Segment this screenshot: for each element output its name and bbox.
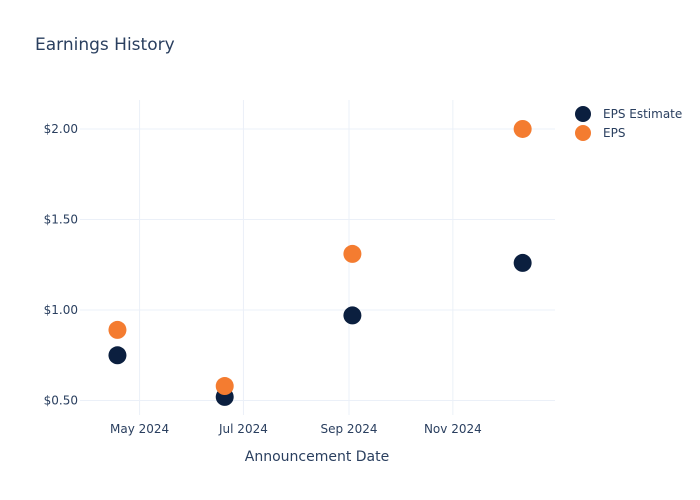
chart-title: Earnings History (35, 35, 175, 55)
legend-label: EPS Estimate (603, 107, 682, 121)
y-tick-label: $1.00 (44, 303, 78, 317)
legend-marker (575, 125, 591, 141)
legend-item-eps[interactable]: EPS (575, 125, 625, 141)
eps-point[interactable] (215, 377, 234, 396)
y-tick-label: $1.50 (44, 212, 78, 226)
y-tick-label: $0.50 (44, 394, 78, 408)
y-gridlines (80, 128, 555, 402)
legend[interactable]: EPS Estimate EPS (575, 106, 682, 141)
data-points (108, 119, 532, 406)
x-axis-title: Announcement Date (245, 449, 389, 465)
eps-estimate-point[interactable] (513, 253, 532, 272)
eps-point[interactable] (513, 119, 532, 138)
x-axis-ticks: May 2024 Jul 2024 Sep 2024 Nov 2024 (110, 422, 482, 436)
x-tick-label: Sep 2024 (321, 422, 378, 436)
x-tick-label: Jul 2024 (218, 422, 268, 436)
eps-point[interactable] (108, 320, 127, 339)
x-tick-label: Nov 2024 (424, 422, 482, 436)
legend-label: EPS (603, 126, 625, 140)
x-tick-label: May 2024 (110, 422, 169, 436)
eps-estimate-point[interactable] (343, 306, 362, 325)
plot-area (80, 100, 555, 415)
eps-point[interactable] (343, 244, 362, 263)
y-axis-ticks: $0.50 $1.00 $1.50 $2.00 (44, 122, 78, 408)
legend-marker (575, 106, 591, 122)
eps-estimate-point[interactable] (108, 346, 127, 365)
y-tick-label: $2.00 (44, 122, 78, 136)
legend-item-eps-estimate[interactable]: EPS Estimate (575, 106, 682, 122)
